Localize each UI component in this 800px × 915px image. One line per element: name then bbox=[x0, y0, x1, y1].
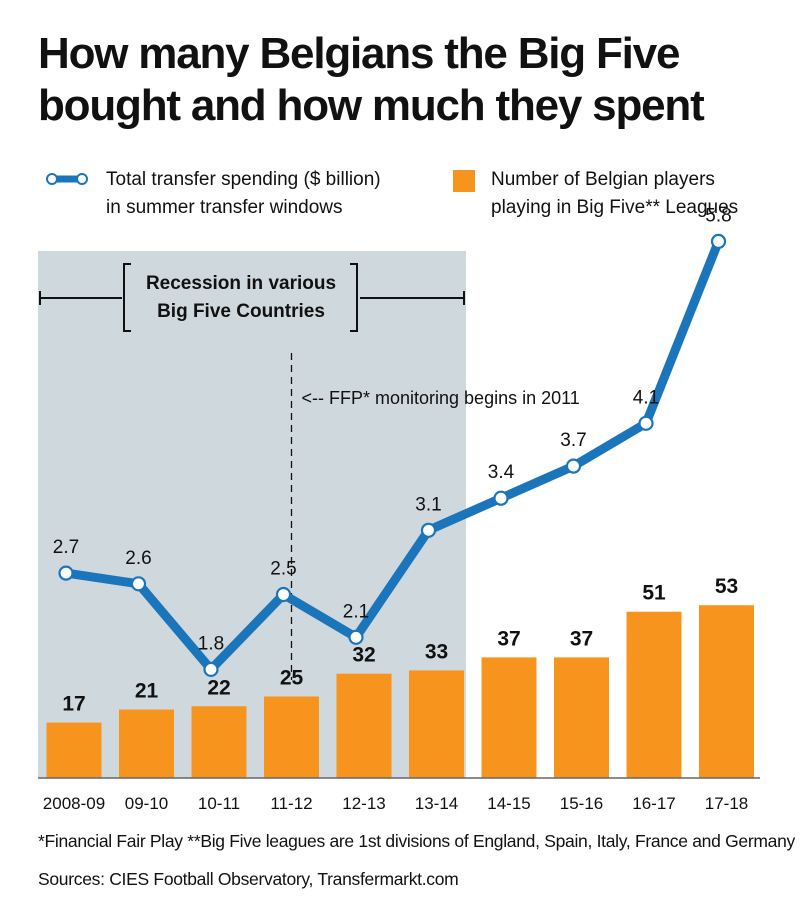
legend-bar-swatch bbox=[453, 170, 475, 192]
spending-line bbox=[65, 239, 723, 674]
bar-13-14 bbox=[409, 670, 464, 778]
line-label-14-15: 3.4 bbox=[488, 462, 515, 483]
bar-11-12 bbox=[264, 696, 319, 778]
line-point-15-16 bbox=[565, 458, 582, 474]
x-tick-12-13: 12-13 bbox=[342, 794, 385, 813]
line-label-17-18: 5.8 bbox=[705, 205, 731, 226]
x-tick-16-17: 16-17 bbox=[632, 794, 675, 813]
legend-line-swatch bbox=[46, 173, 88, 185]
bar-label-2008-09: 17 bbox=[62, 693, 85, 716]
line-label-10-11: 1.8 bbox=[198, 633, 224, 654]
line-label-13-14: 3.1 bbox=[415, 494, 441, 515]
line-point-13-14 bbox=[420, 522, 437, 538]
recession-label-2: Big Five Countries bbox=[157, 301, 325, 322]
legend-line-label-1: Total transfer spending ($ billion) bbox=[106, 169, 381, 190]
chart-title: How many Belgians the Big Five bought an… bbox=[38, 28, 778, 132]
bar-16-17 bbox=[626, 611, 682, 778]
line-point-14-15 bbox=[493, 490, 509, 506]
line-point-17-18 bbox=[710, 233, 727, 249]
line-label-16-17: 4.1 bbox=[633, 387, 659, 408]
bar-15-16 bbox=[554, 657, 609, 778]
bar-09-10 bbox=[119, 709, 174, 778]
line-point-10-11 bbox=[203, 661, 219, 678]
x-tick-17-18: 17-18 bbox=[705, 794, 748, 813]
bar-17-18 bbox=[699, 605, 754, 778]
line-label-15-16: 3.7 bbox=[560, 430, 586, 451]
x-tick-10-11: 10-11 bbox=[198, 794, 240, 813]
bracket-left-brace bbox=[123, 263, 131, 332]
x-tick-11-12: 11-12 bbox=[270, 794, 312, 813]
bar-12-13 bbox=[336, 673, 392, 778]
line-point-16-17 bbox=[638, 415, 654, 431]
recession-shade bbox=[38, 251, 466, 778]
legend-bar-label-2: playing in Big Five** Leagues bbox=[491, 197, 739, 218]
bar-label-10-11: 22 bbox=[207, 676, 230, 699]
line-label-09-10: 2.6 bbox=[125, 548, 151, 569]
legend-line-label-2: in summer transfer windows bbox=[106, 197, 343, 218]
bracket-right-brace bbox=[350, 263, 358, 332]
ffp-annotation: <-- FFP* monitoring begins in 2011 bbox=[302, 388, 580, 408]
line-point-11-12 bbox=[275, 586, 292, 603]
bar-label-16-17: 51 bbox=[642, 582, 666, 605]
bar-label-09-10: 21 bbox=[135, 680, 159, 703]
bar-label-17-18: 53 bbox=[715, 575, 738, 598]
bar-label-11-12: 25 bbox=[280, 667, 304, 690]
title-line-1: How many Belgians the Big Five bbox=[38, 29, 680, 78]
x-tick-2008-09: 2008-09 bbox=[43, 794, 105, 813]
bar-2008-09 bbox=[46, 722, 102, 778]
bar-14-15 bbox=[481, 657, 537, 778]
line-point-12-13 bbox=[348, 629, 364, 645]
x-tick-15-16: 15-16 bbox=[560, 794, 603, 813]
bar-10-11 bbox=[191, 706, 247, 778]
title-line-2: bought and how much they spent bbox=[38, 81, 705, 130]
recession-label-1: Recession in various bbox=[146, 273, 336, 294]
x-tick-09-10: 09-10 bbox=[125, 794, 168, 813]
recession-bracket bbox=[39, 263, 465, 332]
bar-label-14-15: 37 bbox=[497, 627, 520, 650]
x-tick-14-15: 14-15 bbox=[487, 794, 530, 813]
line-label-2008-09: 2.7 bbox=[53, 537, 79, 558]
bar-label-12-13: 32 bbox=[352, 644, 375, 667]
line-label-11-12: 2.5 bbox=[270, 559, 296, 580]
legend-bar-label-1: Number of Belgian players bbox=[491, 169, 715, 190]
sources-note: Sources: CIES Football Observatory, Tran… bbox=[38, 869, 459, 889]
line-point-09-10 bbox=[130, 576, 147, 592]
line-point-2008-09 bbox=[58, 565, 74, 581]
footnote: *Financial Fair Play **Big Five leagues … bbox=[38, 831, 795, 851]
x-tick-13-14: 13-14 bbox=[415, 794, 458, 813]
bar-label-15-16: 37 bbox=[570, 627, 593, 650]
line-label-12-13: 2.1 bbox=[343, 601, 369, 622]
bar-label-13-14: 33 bbox=[425, 640, 448, 663]
